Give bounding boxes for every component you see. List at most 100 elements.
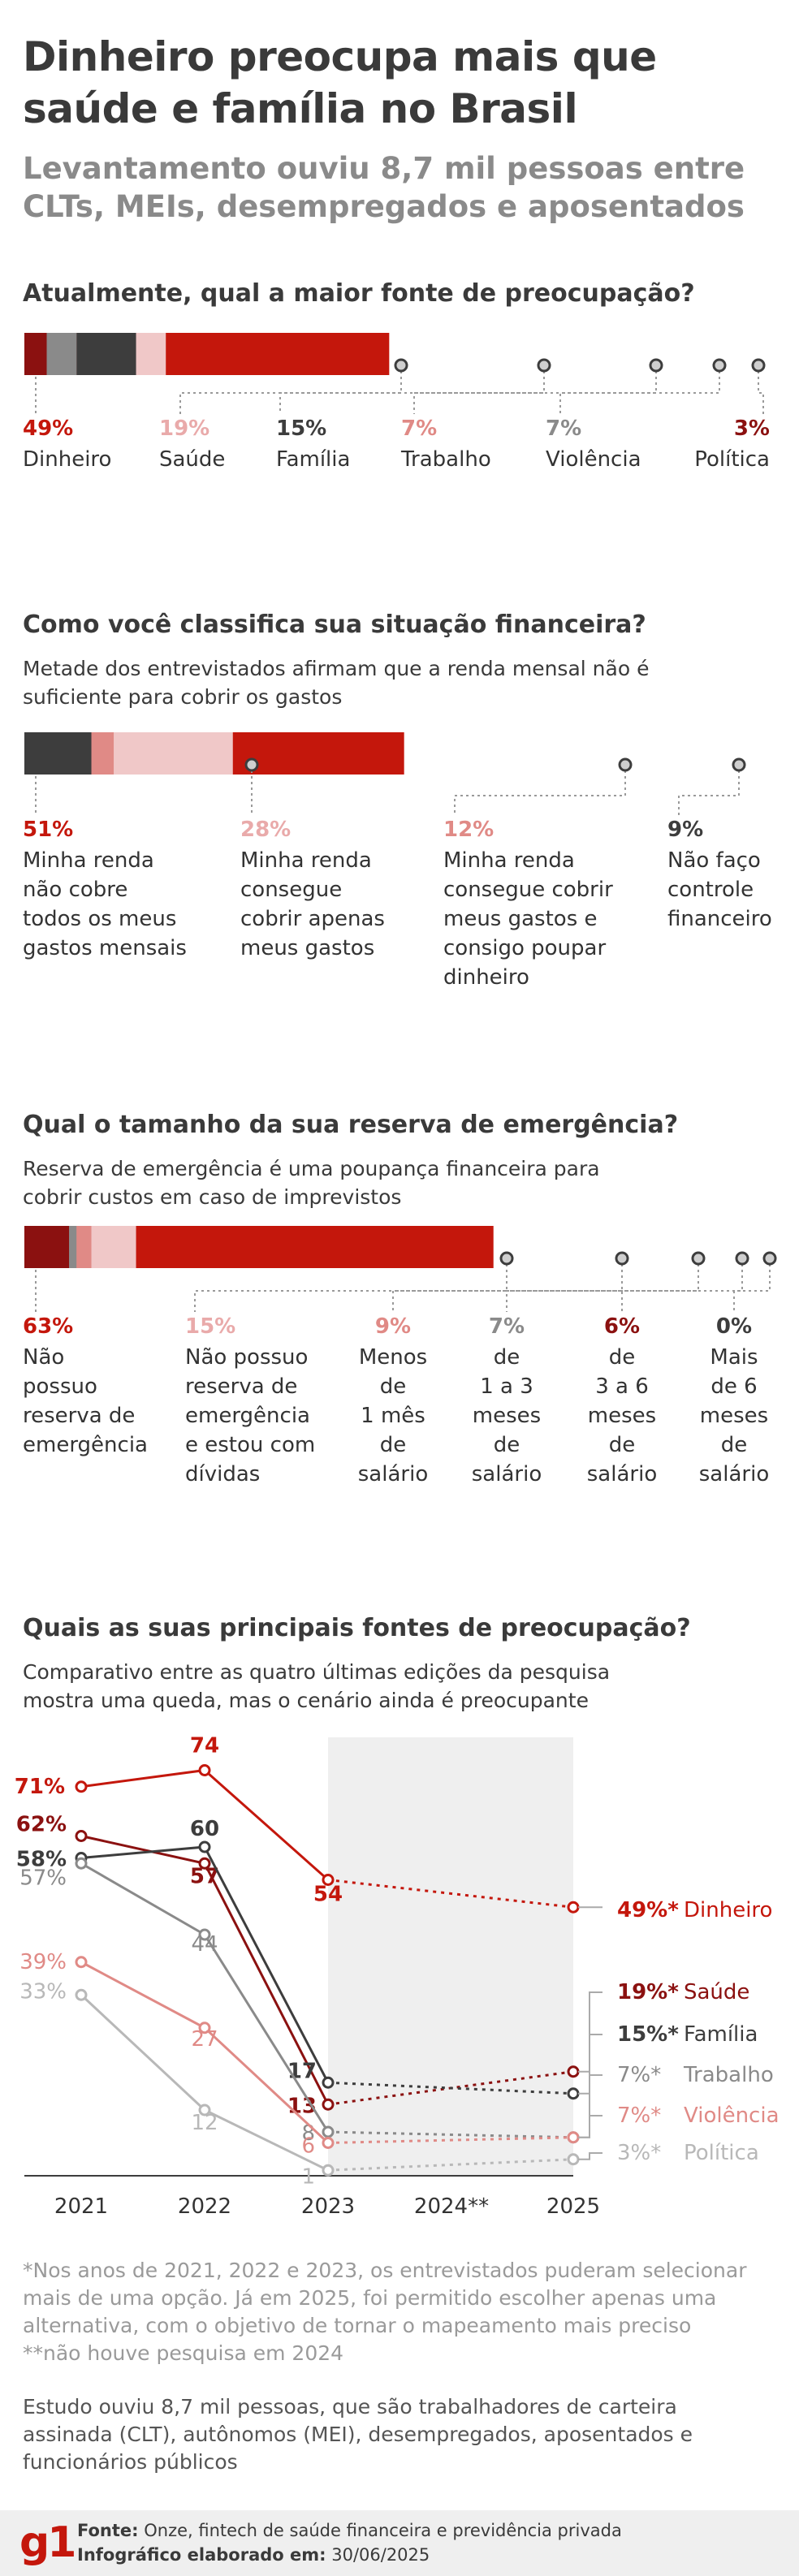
marker-minha-renda-consegue-cobrir-ap — [244, 757, 259, 772]
bar-segment-pol-tica — [24, 333, 47, 375]
series-projection-violencia — [327, 2136, 574, 2144]
pct-label-minha-renda-consegue-cobrir-me: 12% — [443, 818, 494, 842]
category-label-n-o-possuo-reserva-de-emerg-nc: possuo — [23, 1374, 97, 1399]
category-label-fam-lia: Família — [276, 447, 350, 472]
category-label-mais-de-6-meses-de-sal-rio: salário — [699, 1462, 769, 1486]
connector-pol-tica — [758, 365, 764, 414]
footer: g1 Fonte: Onze, fintech de saúde finance… — [0, 2510, 799, 2576]
marker-minha-renda-consegue-cobrir-me — [618, 757, 633, 772]
pct-label-minha-renda-n-o-cobre-todos-os: 51% — [23, 818, 73, 842]
x-tick-label: 2025 — [546, 2194, 600, 2219]
study-note: Estudo ouviu 8,7 mil pessoas, que são tr… — [23, 2395, 693, 2474]
chart1-stacked-bar: 49% Dinheiro 19% Saúde 15% Família 7% Trabalho 7… — [23, 333, 770, 472]
point-politica — [322, 2164, 335, 2177]
value-label-trabalho: 57% — [19, 1866, 67, 1890]
category-label-de-1-a-3-meses-de-sal-rio: salário — [472, 1462, 542, 1486]
marker-fam-lia — [537, 358, 551, 373]
g1-logo: g1 — [19, 2518, 76, 2567]
category-label-n-o-fa-o-controle-financeiro: Não faço — [667, 848, 761, 873]
connector-de-3-a-6-meses-de-sal-rio — [621, 1258, 743, 1312]
pct-label-pol-tica: 3% — [734, 416, 770, 441]
category-label-menos-de-1-m-s-de-sal-rio: de — [380, 1374, 407, 1399]
category-label-pol-tica: Política — [694, 447, 770, 472]
pct-label-sa-de: 19% — [159, 416, 209, 441]
category-label-minha-renda-consegue-cobrir-me: Minha renda — [443, 848, 575, 873]
point-trabalho — [322, 2125, 335, 2138]
category-label-minha-renda-n-o-cobre-todos-os: gastos mensais — [23, 936, 187, 960]
category-label-minha-renda-n-o-cobre-todos-os: Minha renda — [23, 848, 154, 873]
category-label-mais-de-6-meses-de-sal-rio: Mais — [710, 1345, 758, 1370]
marker-de-1-a-3-meses-de-sal-rio — [691, 1251, 706, 1266]
point-violencia — [75, 1956, 88, 1969]
series-name-trabalho: Trabalho — [683, 2063, 774, 2087]
category-label-minha-renda-consegue-cobrir-ap: Minha renda — [240, 848, 372, 873]
end-point-politica — [567, 2153, 580, 2166]
source-line: Fonte: Onze, fintech de saúde financeira… — [77, 2521, 622, 2540]
pct-label-n-o-possuo-reserva-de-emerg-nc: 63% — [23, 1314, 73, 1339]
source-label: Fonte: — [77, 2521, 139, 2540]
category-label-dinheiro: Dinheiro — [23, 447, 111, 472]
point-violencia — [322, 2137, 335, 2149]
category-label-de-3-a-6-meses-de-sal-rio: 3 a 6 — [595, 1374, 649, 1399]
category-label-minha-renda-n-o-cobre-todos-os: não cobre — [23, 878, 127, 902]
source-text: Onze, fintech de saúde financeira e prev… — [144, 2521, 622, 2540]
category-label-de-1-a-3-meses-de-sal-rio: de — [494, 1345, 520, 1370]
connector-viol-ncia — [559, 365, 720, 414]
category-label-trabalho: Trabalho — [400, 447, 491, 472]
pct-label-fam-lia: 15% — [276, 416, 326, 441]
end-value-politica: 3%* — [617, 2141, 661, 2165]
connector-minha-renda-consegue-cobrir-me — [454, 765, 626, 815]
end-connector-politica — [578, 2152, 602, 2160]
series-name-politica: Política — [684, 2141, 759, 2165]
chart4-line-chart: 2021 2022 2023 2024** 2025 71% 74 54 49%* Dinheir… — [15, 1734, 780, 2220]
category-label-n-o-possuo-reserva-de-emerg-nc: reserva de — [23, 1404, 135, 1428]
marker-trabalho — [649, 358, 663, 373]
x-tick-label: 2022 — [178, 2194, 231, 2219]
value-label-trabalho: 44 — [191, 1932, 218, 1957]
end-value-violencia: 7%* — [617, 2104, 661, 2128]
page-title: Dinheiro preocupa mais que saúde e famíl… — [23, 33, 657, 132]
end-point-violencia — [567, 2131, 580, 2144]
point-violencia — [198, 2022, 211, 2034]
connector-fam-lia — [279, 365, 545, 414]
end-value-trabalho: 7%* — [617, 2063, 661, 2087]
value-label-dinheiro: 54 — [313, 1883, 343, 1907]
connector-trabalho — [413, 365, 657, 414]
point-saude — [198, 1857, 211, 1870]
value-label-violencia: 27 — [191, 2027, 218, 2052]
category-label-de-3-a-6-meses-de-sal-rio: de — [609, 1345, 636, 1370]
pct-label-viol-ncia: 7% — [546, 416, 581, 441]
pct-label-trabalho: 7% — [401, 416, 437, 441]
end-point-familia — [567, 2087, 580, 2100]
marker-mais-de-6-meses-de-sal-rio — [762, 1251, 777, 1266]
marker-n-o-possuo-reserva-de-emerg-nc — [499, 1251, 514, 1266]
bar-segment-de-3-a-6-meses-de-sal-rio — [24, 1226, 70, 1268]
x-tick-label: 2021 — [54, 2194, 108, 2219]
chart2-title: Como você classifica sua situação financ… — [23, 611, 646, 639]
value-label-politica: 33% — [19, 1979, 67, 2004]
page-subtitle: Levantamento ouviu 8,7 mil pessoas entre… — [23, 151, 745, 224]
category-label-de-3-a-6-meses-de-sal-rio: salário — [587, 1462, 657, 1486]
chart4-subtitle: Comparativo entre as quatro últimas ediç… — [23, 1660, 611, 1712]
category-label-n-o-possuo-reserva-de-emerg-nc: Não possuo — [185, 1345, 308, 1370]
category-label-menos-de-1-m-s-de-sal-rio: salário — [358, 1462, 428, 1486]
series-projection-familia — [327, 2081, 574, 2095]
end-point-dinheiro — [567, 1901, 580, 1914]
point-familia — [198, 1840, 211, 1853]
bar-segment-n-o-fa-o-controle-financeiro — [24, 732, 92, 775]
footnote: *Nos anos de 2021, 2022 e 2023, os entre… — [23, 2259, 747, 2365]
category-label-de-1-a-3-meses-de-sal-rio: 1 a 3 — [480, 1374, 533, 1399]
connector-de-1-a-3-meses-de-sal-rio — [506, 1258, 699, 1312]
value-label-violencia: 39% — [19, 1950, 67, 1974]
point-dinheiro — [198, 1764, 211, 1776]
marker-sa-de — [394, 358, 408, 373]
category-label-minha-renda-consegue-cobrir-me: consegue cobrir — [443, 878, 613, 902]
chart3-subtitle: Reserva de emergência é uma poupança fin… — [23, 1157, 600, 1209]
category-label-n-o-fa-o-controle-financeiro: controle — [667, 878, 754, 902]
category-label-n-o-possuo-reserva-de-emerg-nc: reserva de — [185, 1374, 297, 1399]
connector-n-o-possuo-reserva-de-emerg-nc — [194, 1258, 507, 1312]
value-label-dinheiro: 74 — [190, 1734, 219, 1758]
pct-label-de-3-a-6-meses-de-sal-rio: 6% — [604, 1314, 640, 1339]
series-projection-trabalho — [327, 2130, 574, 2139]
category-label-de-3-a-6-meses-de-sal-rio: meses — [588, 1404, 656, 1428]
